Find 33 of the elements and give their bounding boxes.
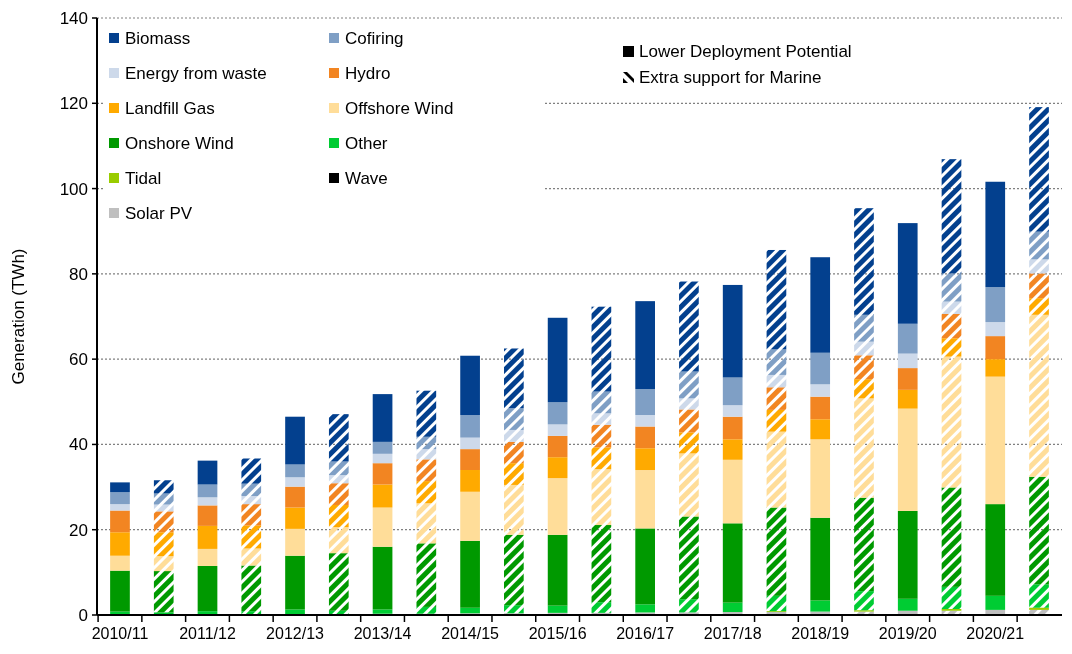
y-tick-label: 140 — [59, 9, 88, 28]
y-tick-label: 120 — [59, 94, 88, 114]
legend-label: Energy from waste — [125, 64, 267, 83]
x-tick-label: 2014/15 — [441, 625, 500, 642]
legend-label: Wave — [345, 169, 388, 188]
legend-label: Other — [345, 134, 388, 153]
y-tick-label: 0 — [78, 606, 88, 625]
legend-label: Onshore Wind — [125, 134, 234, 153]
y-tick-label: 100 — [59, 179, 88, 199]
x-tick-label: 2013/14 — [353, 625, 412, 642]
x-tick-label: 2017/18 — [703, 625, 762, 642]
x-tick-label: 2019/20 — [878, 625, 937, 642]
y-tick-label: 20 — [69, 520, 88, 540]
y-tick-label: 60 — [69, 350, 88, 370]
legend-label: Offshore Wind — [345, 99, 454, 118]
legend-label: Landfill Gas — [125, 99, 215, 118]
legend-label: Cofiring — [345, 29, 404, 48]
legend-label: Lower Deployment Potential — [639, 42, 852, 61]
legend-label: Biomass — [125, 29, 191, 48]
y-tick-label: 40 — [69, 435, 88, 455]
x-tick-label: 2010/11 — [91, 625, 149, 642]
x-tick-label: 2020/21 — [966, 625, 1025, 642]
x-tick-label: 2011/12 — [179, 625, 236, 642]
x-tick-label: 2012/13 — [266, 625, 325, 642]
x-tick-label: 2018/19 — [791, 625, 850, 642]
x-tick-label: 2016/17 — [616, 625, 675, 642]
legend-label: Extra support for Marine — [639, 68, 822, 87]
x-tick-label: 2015/16 — [528, 625, 587, 642]
y-tick-label: 80 — [69, 264, 88, 284]
legend-label: Solar PV — [125, 204, 193, 223]
legend-label: Hydro — [345, 64, 391, 83]
legend-label: Tidal — [125, 169, 162, 188]
y-axis-title: Generation (TWh) — [9, 248, 28, 385]
